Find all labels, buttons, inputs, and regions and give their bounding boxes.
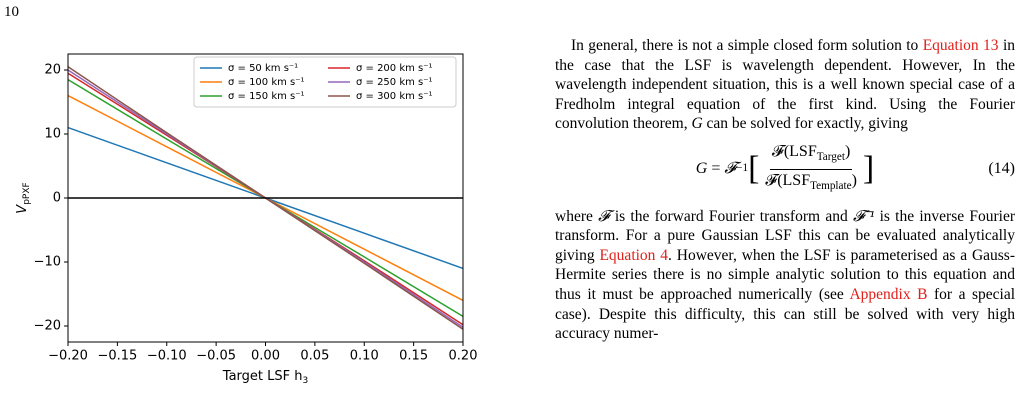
legend-label: σ = 150 km s⁻¹ <box>228 91 305 102</box>
numerator: 𝓕(LSFTarget) <box>770 142 853 170</box>
series-line <box>67 72 464 326</box>
text-run: for a special case). Despite this diffic… <box>555 285 1016 343</box>
math-symbol: 𝓕 <box>598 207 610 225</box>
y-tick-label: 20 <box>44 63 61 78</box>
y-label-sub: pPXF <box>22 182 32 204</box>
text-run: is the inverse Fourier transform. For a … <box>555 207 1015 264</box>
axes-frame <box>67 53 464 343</box>
y-axis-label: VpPXF <box>15 182 32 213</box>
x-tick-label: 0.15 <box>399 349 428 364</box>
x-label-text: Target LSF h <box>222 369 303 384</box>
equation: G = 𝓕 −1 [ 𝓕(LSFTarget) 𝓕(LSFTemplate) ] … <box>555 142 1015 197</box>
y-label-text: V <box>15 204 30 214</box>
legend-label: σ = 50 km s⁻¹ <box>228 63 298 74</box>
math-symbol: G <box>691 115 703 133</box>
text-run: in the case that the LSF is wavelength d… <box>555 37 1016 133</box>
bracket: [ <box>748 150 760 188</box>
x-tick-label: −0.05 <box>196 349 236 364</box>
eq-operator: 𝓕 <box>724 160 737 178</box>
eq-close: ) <box>851 171 857 189</box>
text-run: where <box>555 207 599 225</box>
text-run: is the forward Fourier transform and <box>609 207 853 225</box>
reference-link[interactable]: Equation 13 <box>922 37 999 54</box>
eq-lhs: G <box>695 160 708 178</box>
eq-inverse: −1 <box>736 162 749 175</box>
x-tick-label: −0.15 <box>97 349 137 364</box>
eq-denominator: 𝓕(LSF <box>765 171 811 189</box>
legend-label: σ = 300 km s⁻¹ <box>356 91 433 102</box>
x-tick-label: 0.00 <box>251 349 280 364</box>
x-tick-label: −0.20 <box>48 349 88 364</box>
eq-close: ) <box>844 142 851 160</box>
x-label-sub: 3 <box>302 376 308 386</box>
legend-box <box>193 56 457 108</box>
legend-label: σ = 200 km s⁻¹ <box>356 63 433 74</box>
reference-link[interactable]: Appendix B <box>849 285 928 303</box>
eq-equals: = <box>707 160 725 178</box>
text-run: . However, when the LSF is parameterised… <box>555 246 1015 303</box>
text-column: In general, there is not a simple closed… <box>555 36 1015 344</box>
paragraph: where 𝓕 is the forward Fourier transform… <box>555 207 1015 344</box>
chart: −0.20 −0.15 −0.10 −0.05 0.00 0.05 0.10 0.15 0.20… <box>15 53 478 386</box>
eq-denominator-sub: Template <box>810 179 852 192</box>
legend-label: σ = 100 km s⁻¹ <box>228 77 305 88</box>
equation-number: (14) <box>988 160 1015 178</box>
x-tick-label: −0.10 <box>147 349 187 364</box>
math-symbol: 𝓕⁻¹ <box>852 207 875 225</box>
text-run: can be solved for exactly, giving <box>702 115 908 133</box>
eq-numerator-sub: Target <box>816 151 845 164</box>
denominator: 𝓕(LSFTemplate) <box>763 170 859 197</box>
legend-label: σ = 250 km s⁻¹ <box>356 77 433 88</box>
y-tick-label: −20 <box>34 319 61 334</box>
reference-link[interactable]: Equation 4 <box>599 246 669 264</box>
fraction: 𝓕(LSFTarget) 𝓕(LSFTemplate) <box>763 142 859 197</box>
x-axis-label: Target LSF h3 <box>222 369 308 386</box>
y-tick-label: 10 <box>44 127 61 142</box>
y-tick-label: −10 <box>34 255 61 270</box>
y-tick-label: 0 <box>53 191 61 206</box>
x-tick-label: 0.20 <box>449 349 478 364</box>
page-number: 10 <box>4 4 19 20</box>
eq-numerator: 𝓕(LSF <box>772 142 817 160</box>
x-tick-label: 0.10 <box>350 349 379 364</box>
paragraph: In general, there is not a simple closed… <box>555 36 1015 134</box>
bracket: ] <box>862 150 875 188</box>
text-run: In general, there is not a simple closed… <box>571 37 923 54</box>
x-tick-label: 0.05 <box>300 349 329 364</box>
